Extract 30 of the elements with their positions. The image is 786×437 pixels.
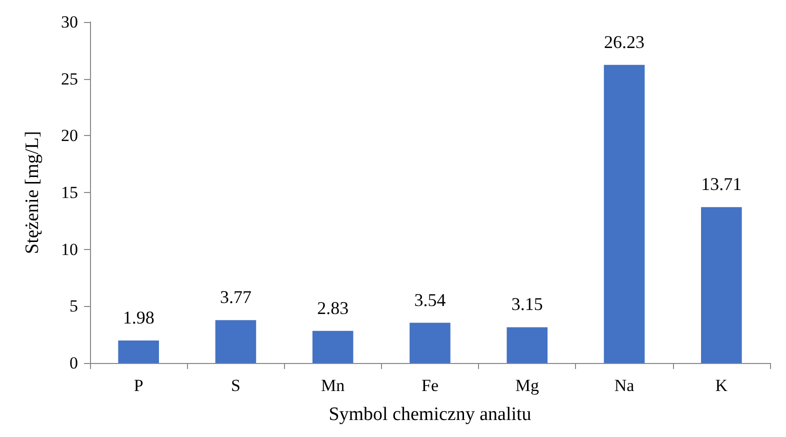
y-tick-label: 30	[61, 12, 78, 32]
x-tick-label: S	[230, 376, 240, 395]
y-tick-label: 10	[61, 240, 78, 259]
data-label: 13.71	[701, 174, 742, 194]
bar	[215, 320, 256, 363]
y-axis-title: Stężenie [mg/L]	[22, 131, 43, 254]
data-label: 3.15	[511, 294, 543, 314]
y-tick-label: 5	[70, 296, 78, 316]
y-tick-label: 25	[61, 69, 78, 88]
bar	[604, 64, 645, 363]
x-tick-label: Mg	[515, 376, 540, 395]
bar	[118, 340, 159, 363]
bar	[701, 207, 742, 363]
bar	[506, 327, 548, 363]
data-label: 3.54	[414, 290, 446, 310]
x-tick-label: Mn	[321, 376, 346, 395]
x-tick-label: Fe	[422, 376, 438, 395]
data-label: 3.77	[220, 287, 252, 308]
bar	[312, 330, 354, 363]
data-label: 26.23	[604, 32, 645, 52]
y-tick-label: 0	[70, 354, 78, 372]
x-tick-label: P	[134, 376, 144, 395]
data-label: 1.98	[122, 307, 154, 328]
y-tick-label: 15	[61, 183, 78, 202]
data-label: 2.83	[317, 298, 349, 318]
x-axis-title: Symbol chemiczny analitu	[328, 404, 532, 425]
y-tick-label: 20	[61, 126, 78, 146]
x-tick-label: K	[715, 376, 728, 395]
bar	[410, 322, 450, 363]
x-tick-label: Na	[614, 376, 635, 395]
